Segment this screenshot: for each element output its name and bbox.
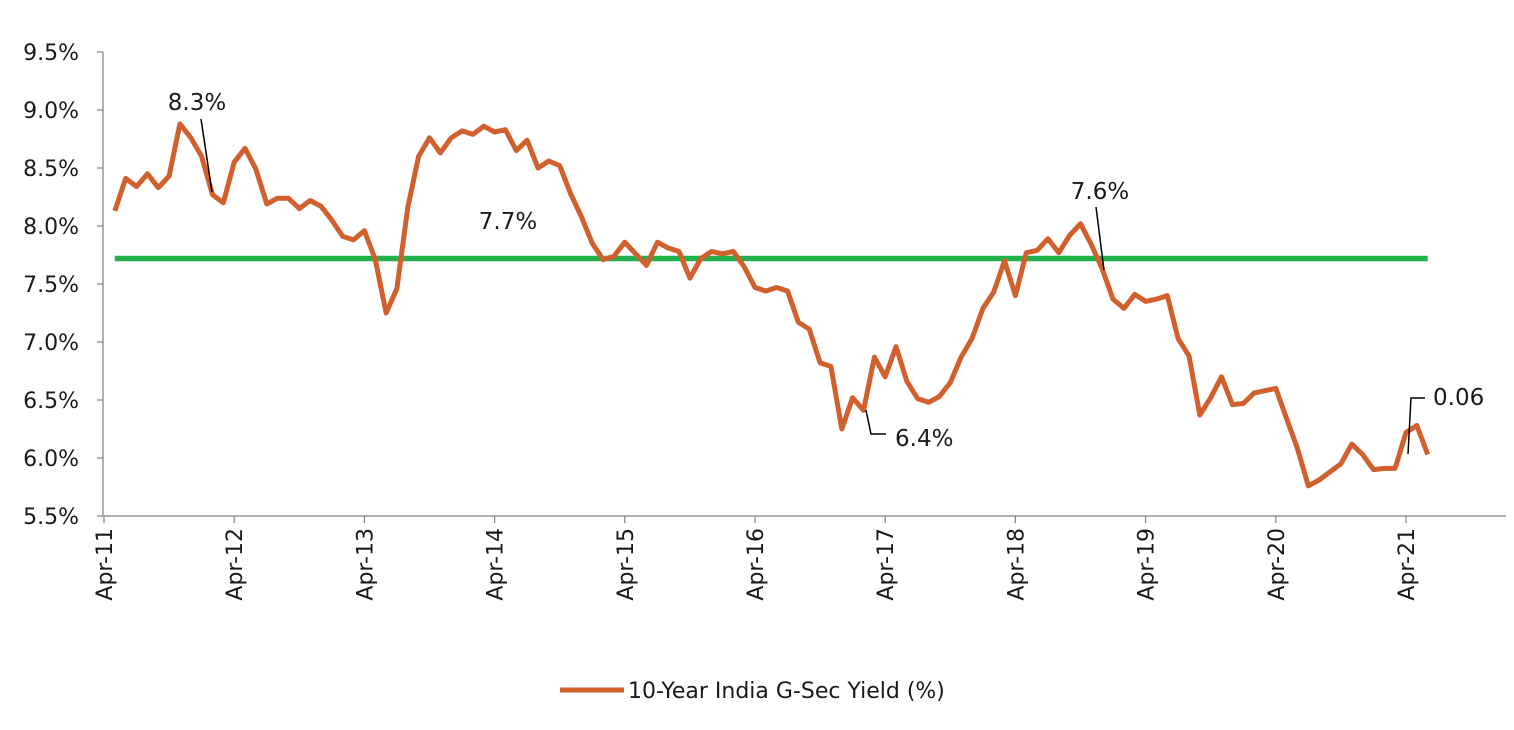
x-axis: Apr-11 Apr-12 Apr-13 Apr-14 Apr-15 Apr-16 Apr-…: [93, 515, 1506, 601]
x-tick-label: Apr-20: [1265, 528, 1290, 601]
y-tick-label: 7.0%: [23, 331, 79, 356]
y-tick-label: 9.0%: [23, 99, 79, 124]
annotation-leader: [1095, 206, 1105, 271]
x-tick-label: Apr-17: [874, 528, 899, 601]
annotation-label: 7.7%: [479, 209, 537, 235]
legend-label: 10-Year India G-Sec Yield (%): [628, 679, 945, 704]
x-tick-label: Apr-13: [353, 528, 378, 601]
x-tick-label: Apr-16: [744, 528, 769, 601]
annotation-label: 7.6%: [1071, 179, 1129, 205]
annotation-label: 6.4%: [895, 426, 953, 452]
y-axis: 5.5% 6.0% 6.5% 7.0% 7.5% 8.0% 8.5% 9.0% 9.5%: [23, 41, 104, 530]
y-tick-label: 7.5%: [23, 273, 79, 298]
series-line-yield: [112, 121, 1431, 489]
y-tick-label: 8.5%: [23, 157, 79, 182]
legend: 10-Year India G-Sec Yield (%): [560, 679, 945, 704]
x-tick-label: Apr-11: [93, 528, 118, 601]
x-tick-label: Apr-19: [1135, 528, 1160, 601]
annotation-label: 0.06: [1433, 385, 1484, 411]
y-tick-label: 8.0%: [23, 215, 79, 240]
annotation-label: 8.3%: [168, 90, 226, 116]
annotation-leader: [865, 409, 886, 435]
x-tick-label: Apr-15: [614, 528, 639, 601]
annotation-leader: [1407, 397, 1425, 455]
y-tick-label: 6.0%: [23, 447, 79, 472]
annotation-layer: 8.3% 7.7% 6.4% 7.6% 0.06: [168, 90, 1484, 455]
y-tick-label: 6.5%: [23, 389, 79, 414]
x-tick-label: Apr-12: [223, 528, 248, 601]
y-tick-label: 5.5%: [23, 505, 79, 530]
annotation-leader: [200, 118, 213, 193]
series-layer: [112, 121, 1431, 489]
y-tick-label: 9.5%: [23, 41, 79, 66]
x-tick-label: Apr-14: [484, 528, 509, 601]
x-tick-label: Apr-21: [1395, 528, 1420, 601]
x-tick-label: Apr-18: [1004, 528, 1029, 601]
